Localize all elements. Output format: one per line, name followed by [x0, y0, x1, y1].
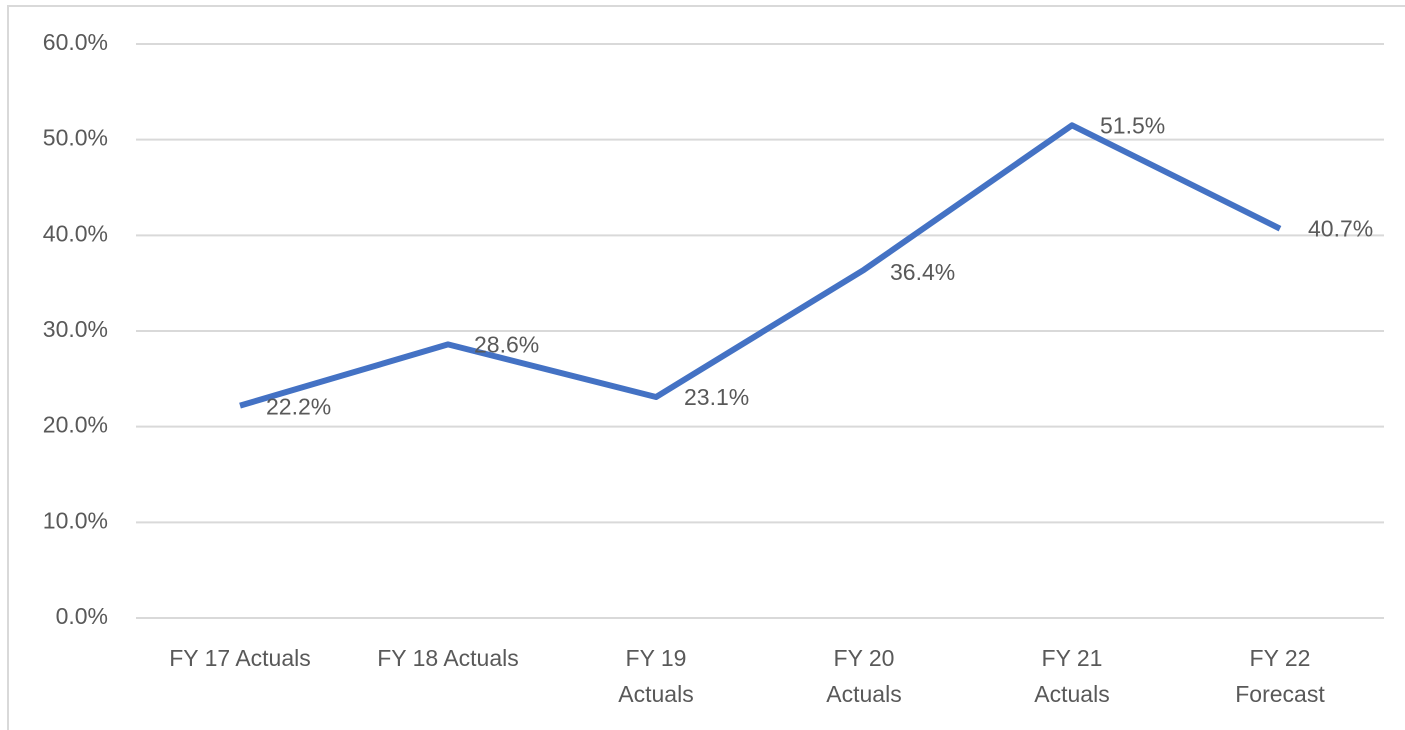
y-tick-label: 20.0% [43, 412, 108, 438]
line [239, 122, 1282, 409]
y-tick-label: 30.0% [43, 316, 108, 342]
x-tick-label: FY 21 Actuals [1034, 645, 1110, 707]
data-label: 40.7% [1308, 216, 1373, 242]
x-tick-label: FY 20 Actuals [826, 645, 902, 707]
chart-frame [7, 5, 1405, 730]
data-label: 28.6% [474, 331, 539, 357]
x-tick-label: FY 19 Actuals [618, 645, 694, 707]
data-label: 22.2% [266, 394, 331, 420]
x-tick-label: FY 17 Actuals [169, 645, 311, 671]
x-tick-label: FY 18 Actuals [377, 645, 519, 671]
data-label: 36.4% [890, 259, 955, 285]
data-label: 23.1% [684, 384, 749, 410]
y-tick-label: 50.0% [43, 125, 108, 151]
y-tick-label: 60.0% [43, 29, 108, 55]
y-tick-label: 0.0% [56, 603, 108, 629]
x-tick-label: FY 22 Forecast [1235, 645, 1325, 707]
y-tick-label: 10.0% [43, 507, 108, 533]
data-label: 51.5% [1100, 112, 1165, 138]
y-tick-label: 40.0% [43, 220, 108, 246]
